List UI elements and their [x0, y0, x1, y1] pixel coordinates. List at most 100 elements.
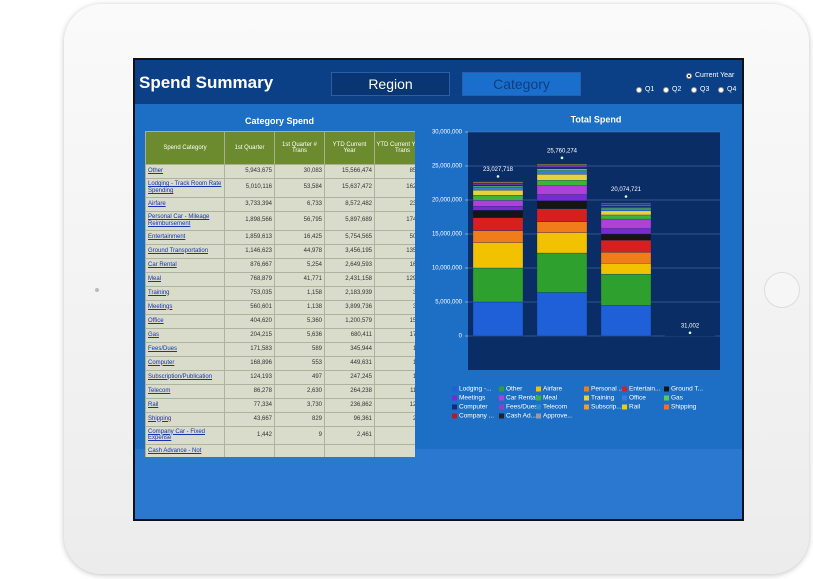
table-cell: 589: [274, 341, 325, 357]
category-link[interactable]: Rail: [145, 397, 225, 413]
category-link[interactable]: Fees/Dues: [145, 341, 225, 357]
category-link[interactable]: Cash Advance - Not: [145, 444, 225, 457]
bar-segment: [472, 185, 524, 188]
category-link[interactable]: Ground Transportation: [145, 243, 225, 259]
category-link[interactable]: Other: [145, 164, 225, 179]
table-cell: 5,360: [274, 313, 325, 329]
bar-segment: [600, 228, 652, 235]
category-link[interactable]: Lodging - Track Room Rate Spending: [145, 178, 225, 198]
table-cell: 1,158: [274, 285, 325, 301]
category-link[interactable]: Airfare: [145, 196, 225, 212]
legend-label: Fees/Dues: [506, 404, 538, 411]
table-cell: 2,461: [324, 425, 375, 446]
category-link[interactable]: Meal: [145, 271, 225, 287]
legend-swatch: [584, 395, 589, 401]
table-cell: 204,215: [224, 327, 275, 343]
legend-swatch: [664, 404, 669, 410]
radio-option[interactable]: Q2: [663, 86, 681, 93]
category-link[interactable]: Meetings: [145, 299, 225, 315]
home-button[interactable]: [764, 272, 800, 308]
table-row: Lodging - Track Room Rate Spending 5,010,…: [145, 178, 415, 198]
legend-swatch: [584, 404, 589, 410]
column-header: 1st Quarter # Trans: [274, 131, 325, 165]
table-cell: 12,238: [374, 397, 415, 413]
legend-swatch: [499, 413, 504, 419]
table-cell: 56,795: [274, 210, 325, 231]
camera: [95, 288, 99, 292]
tab[interactable]: Region: [331, 72, 450, 96]
category-link[interactable]: Office: [145, 313, 225, 329]
radio-label: Q2: [672, 86, 682, 93]
column-header: Spend Category: [145, 131, 225, 165]
category-link[interactable]: Training: [145, 285, 225, 301]
radio-option[interactable]: Q4: [718, 86, 736, 93]
bar-segment: [600, 204, 652, 207]
bar-segment: [472, 187, 524, 191]
legend-label: Other: [506, 386, 523, 393]
table-cell: 236,862: [324, 397, 375, 413]
table-cell: 680,411: [324, 327, 375, 343]
bar-segment: [472, 195, 524, 201]
y-tick-label: 25,000,000: [432, 164, 463, 170]
legend-label: Ground T...: [671, 386, 703, 393]
table-cell: 560,601: [224, 299, 275, 315]
legend-swatch: [536, 413, 541, 419]
legend-swatch: [452, 413, 457, 419]
legend-label: Meal: [543, 395, 558, 402]
table-cell: 15,610: [374, 313, 415, 329]
category-link[interactable]: Entertainment: [145, 229, 225, 245]
table-cell: 9: [274, 425, 325, 446]
category-link[interactable]: Gas: [145, 327, 225, 343]
bar-segment: [472, 242, 524, 269]
legend-swatch: [622, 395, 627, 401]
legend-label: Subscrip...: [591, 404, 622, 411]
legend-swatch: [499, 404, 504, 410]
legend-label: Office: [629, 395, 646, 402]
table-cell: 829: [274, 411, 325, 427]
table-cell: 1,570: [374, 341, 415, 357]
bar-segment: [536, 292, 588, 337]
table-cell: 1,200,579: [324, 313, 375, 329]
bar-segment: [472, 217, 524, 231]
radio-option[interactable]: Q3: [691, 86, 709, 93]
bar-segment: [536, 165, 588, 168]
legend-swatch: [499, 395, 504, 401]
category-link[interactable]: Car Rental: [145, 257, 225, 273]
legend-label: Approve...: [543, 413, 573, 420]
table-cell: 2,183,939: [324, 285, 375, 301]
category-link[interactable]: Computer: [145, 355, 225, 371]
table-cell: 96,361: [324, 411, 375, 427]
legend-swatch: [536, 395, 541, 401]
legend-swatch: [499, 386, 504, 392]
radio-label: Q1: [645, 86, 655, 93]
category-link[interactable]: Telecom: [145, 383, 225, 399]
tab[interactable]: Category: [462, 72, 581, 96]
column-header: YTD Current Year: [324, 131, 375, 165]
bar-segment: [600, 207, 652, 209]
total-marker: [560, 156, 564, 160]
total-marker: [688, 331, 692, 335]
category-link[interactable]: Company Car - Fixed Expense: [145, 425, 225, 446]
category-link[interactable]: Shipping: [145, 411, 225, 427]
bar-segment: [600, 263, 652, 275]
table-row: Subscription/Publication 124,193 497 247,24…: [145, 369, 415, 385]
radio-option[interactable]: Current Year: [686, 72, 734, 79]
category-link[interactable]: Personal Car - Mileage Reimbursement: [145, 210, 225, 231]
table-cell: 20: [374, 425, 415, 446]
table-cell: 5,254: [274, 257, 325, 273]
table-cell: 162,763: [374, 178, 415, 198]
table-cell: 1,138: [274, 299, 325, 315]
table-cell: 1,442: [224, 425, 275, 446]
bar-segment: [536, 194, 588, 201]
bar-segment: [536, 185, 588, 195]
table-cell: 2,630: [274, 383, 325, 399]
bar-segment: [536, 200, 588, 209]
table-row: Personal Car - Mileage Reimbursement 1,89…: [145, 210, 415, 231]
radio-option[interactable]: Q1: [636, 86, 654, 93]
table-row: Entertainment1,859,61316,4255,754,56550,…: [145, 229, 415, 245]
category-link[interactable]: Subscription/Publication: [145, 369, 225, 385]
table-cell: 3,899,736: [324, 299, 375, 315]
